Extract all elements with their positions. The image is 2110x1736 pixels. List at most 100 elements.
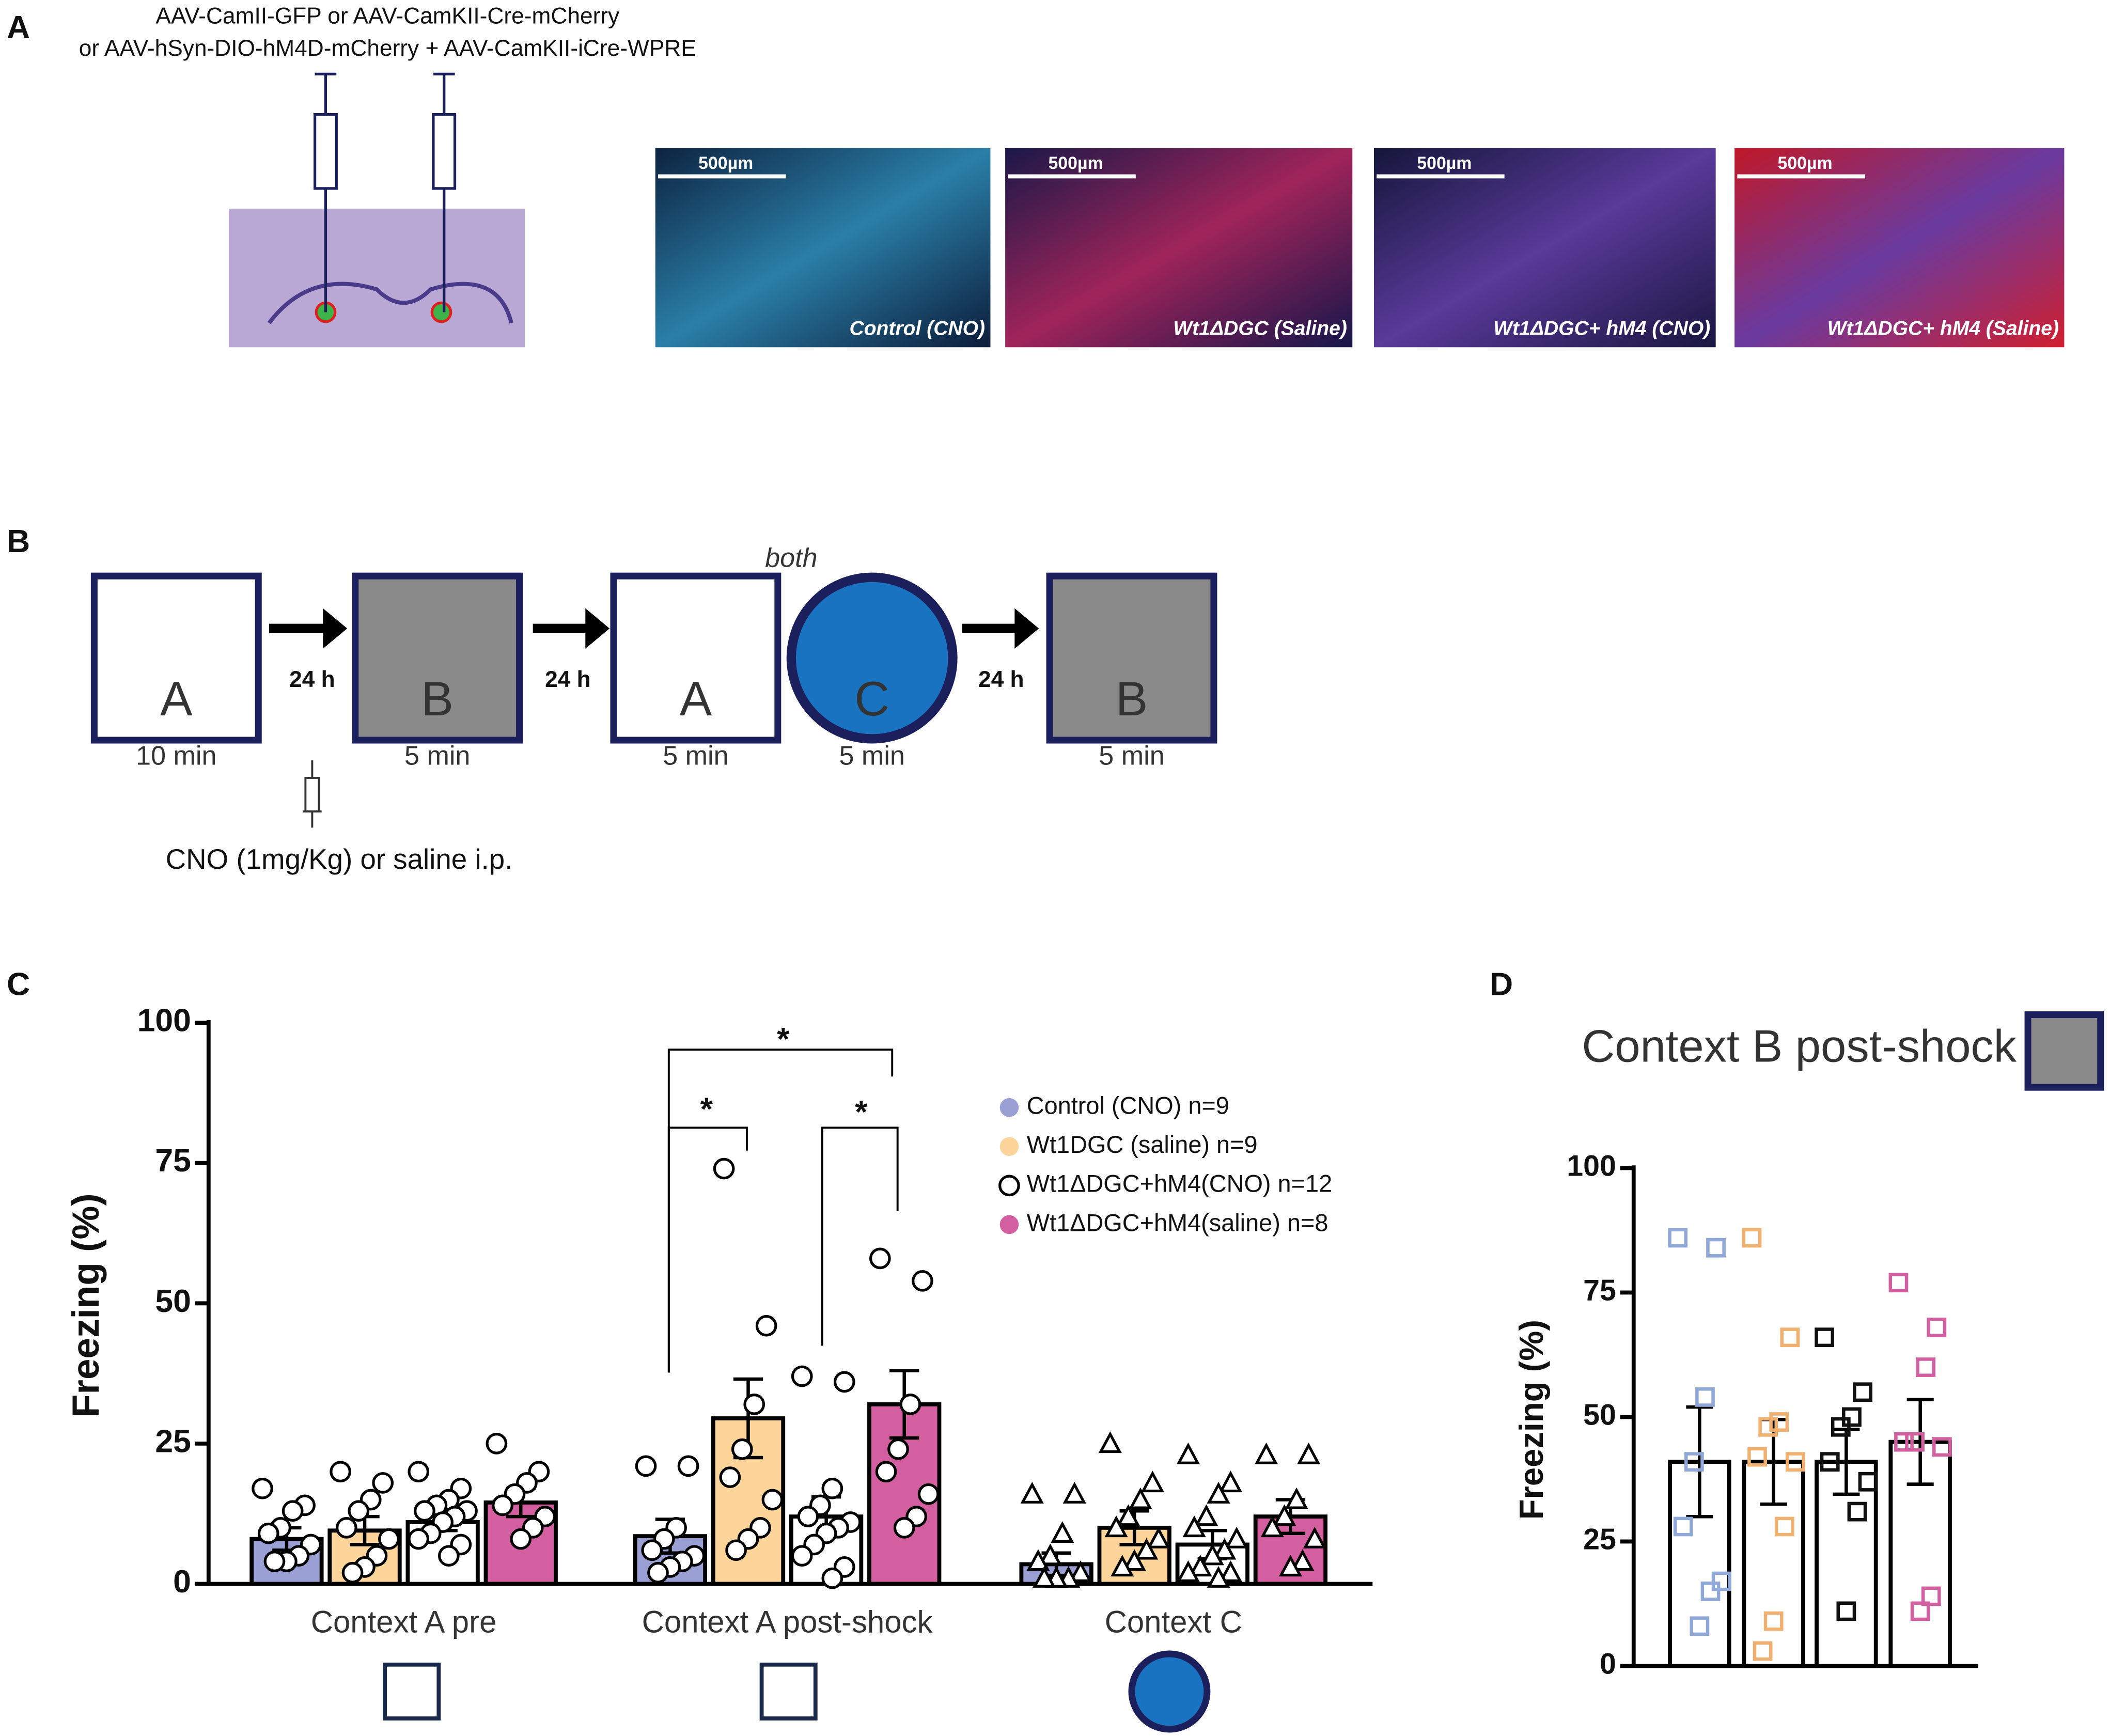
data-point: [1225, 1526, 1248, 1549]
data-point: [791, 1365, 813, 1387]
data-point: [1758, 1417, 1778, 1437]
data-point: [1104, 1515, 1128, 1538]
data-point: [869, 1247, 891, 1270]
data-point: [1020, 1481, 1044, 1504]
context-box: [1046, 572, 1217, 744]
data-point: [408, 1461, 430, 1483]
scale-label: 500µm: [698, 153, 753, 173]
image-caption: Wt1ΔDGC+ hM4 (Saline): [1827, 318, 2059, 340]
data-point: [1706, 1238, 1726, 1258]
data-point: [438, 1545, 460, 1567]
data-point: [1213, 1538, 1237, 1560]
scale-label: 500µm: [1417, 153, 1472, 173]
interval: 24 h: [289, 667, 335, 692]
histology-image: [1005, 148, 1353, 348]
context-icon: [383, 1662, 441, 1721]
data-point: [1763, 1611, 1784, 1631]
data-point: [641, 1539, 663, 1561]
injection-site: [430, 301, 452, 323]
data-point: [492, 1494, 513, 1516]
data-point: [1847, 1502, 1867, 1522]
data-point: [1932, 1437, 1952, 1457]
data-point: [1820, 1452, 1840, 1472]
significance-bracket: [667, 1127, 748, 1373]
panel-label: C: [7, 966, 30, 1002]
data-point: [1062, 1481, 1086, 1504]
data-point: [1098, 1431, 1122, 1453]
data-point: [1026, 1549, 1050, 1571]
data-point: [821, 1567, 843, 1589]
legend-swatch: [999, 1215, 1019, 1234]
context-icon: [1128, 1650, 1211, 1733]
data-point: [372, 1472, 394, 1494]
data-point: [1700, 1581, 1721, 1601]
y-tick-label: 0: [1600, 1648, 1616, 1681]
note: both: [765, 543, 817, 573]
data-point: [1853, 1382, 1872, 1402]
context-icon: [759, 1662, 818, 1721]
data-point: [1273, 1504, 1296, 1526]
y-tick-label: 25: [1583, 1523, 1616, 1556]
y-tick-label: 75: [155, 1143, 191, 1179]
data-point: [1668, 1228, 1688, 1248]
data-point: [899, 1393, 921, 1415]
x-tick-label: Context A post-shock: [642, 1604, 933, 1639]
data-point: [797, 1506, 819, 1527]
histology-image: [1734, 148, 2065, 348]
data-point: [1194, 1504, 1218, 1526]
data-point: [1291, 1549, 1315, 1571]
data-point: [1135, 1538, 1159, 1560]
panel-label: B: [7, 523, 30, 559]
data-point: [1176, 1442, 1200, 1464]
data-point: [378, 1528, 400, 1550]
data-point: [1927, 1318, 1947, 1337]
x-tick-label: Context C: [1105, 1604, 1242, 1639]
data-point: [1207, 1481, 1230, 1504]
interval: 24 h: [545, 667, 591, 692]
data-point: [1051, 1521, 1074, 1543]
data-point: [1786, 1452, 1805, 1472]
data-point: [821, 1477, 843, 1499]
legend-label: Wt1ΔDGC+hM4(saline) n=8: [1027, 1209, 1328, 1236]
data-point: [1774, 1516, 1794, 1537]
data-point: [1815, 1327, 1835, 1348]
injection: CNO (1mg/Kg) or saline i.p.: [166, 843, 513, 875]
data-point: [1753, 1641, 1773, 1661]
data-point: [1147, 1526, 1170, 1549]
data-point: [348, 1500, 370, 1522]
y-tick-label: 50: [1583, 1399, 1616, 1432]
data-point: [791, 1545, 813, 1567]
data-point: [1122, 1549, 1146, 1571]
data-point: [893, 1517, 915, 1539]
legend-label: Control (CNO) n=9: [1027, 1092, 1229, 1119]
y-axis-label: Freezing (%): [1512, 1320, 1550, 1520]
data-point: [1038, 1543, 1062, 1566]
data-point: [1296, 1442, 1321, 1464]
data-point: [1218, 1471, 1243, 1493]
duration: 5 min: [1099, 741, 1164, 771]
context-letter: A: [680, 671, 712, 726]
x-tick-label: Context A pre: [311, 1604, 497, 1639]
image-caption: Wt1ΔDGC (Saline): [1173, 318, 1347, 340]
error-bar: [1906, 1398, 1934, 1486]
data-point: [833, 1371, 855, 1393]
context-icon: [2024, 1011, 2104, 1091]
y-tick-label: 0: [173, 1563, 191, 1600]
y-tick-label: 50: [155, 1283, 191, 1319]
data-point: [1069, 1560, 1092, 1582]
context-letter: B: [1116, 671, 1148, 726]
data-point: [282, 1500, 304, 1522]
data-point: [263, 1551, 286, 1572]
data-point: [719, 1466, 741, 1488]
data-point: [912, 1270, 933, 1292]
data-point: [1254, 1442, 1278, 1464]
data-point: [336, 1517, 357, 1539]
data-point: [761, 1489, 784, 1511]
data-point: [1218, 1560, 1243, 1582]
data-point: [414, 1500, 435, 1522]
data-point: [1673, 1516, 1693, 1537]
y-axis-label: Freezing (%): [65, 1193, 107, 1417]
data-point: [1747, 1447, 1767, 1467]
